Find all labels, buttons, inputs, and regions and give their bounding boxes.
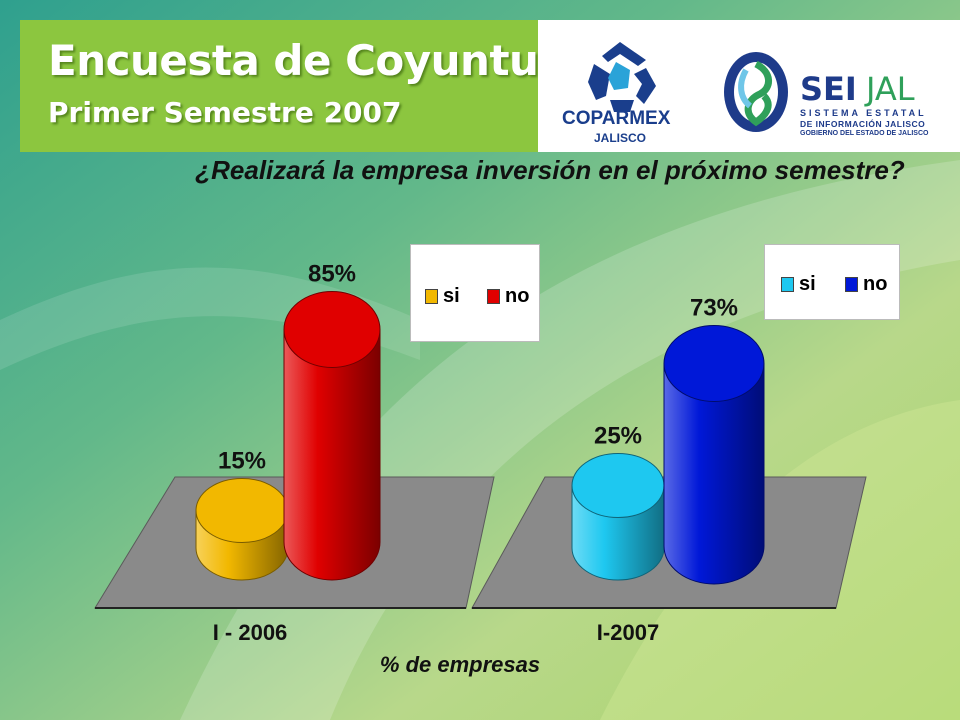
- data-label-si: 15%: [218, 448, 266, 475]
- seijal-name-b: JAL: [866, 70, 915, 108]
- legend-2006: si no: [410, 244, 540, 342]
- header-banner: [20, 20, 538, 152]
- bar-si: [195, 478, 289, 581]
- legend-2007: si no: [764, 244, 900, 320]
- legend-label-si: si: [799, 273, 816, 295]
- seijal-line3: GOBIERNO DEL ESTADO DE JALISCO: [800, 130, 929, 137]
- coparmex-name: COPARMEX: [562, 108, 671, 129]
- bar-no: [663, 325, 765, 585]
- legend-item-no: no: [845, 273, 887, 296]
- legend-swatch-no: [487, 289, 500, 304]
- x-axis-label: % de empresas: [379, 652, 541, 677]
- coparmex-sub: JALISCO: [594, 131, 647, 145]
- data-label-no: 73%: [690, 295, 738, 322]
- legend-swatch-si: [425, 289, 438, 304]
- seijal-logo-icon: [724, 52, 788, 132]
- seijal-name-a: SEI: [800, 70, 857, 108]
- legend-swatch-no: [845, 277, 858, 292]
- page-subtitle: Primer Semestre 2007: [48, 96, 402, 129]
- data-label-si: 25%: [594, 423, 642, 450]
- legend-item-no: no: [487, 285, 529, 308]
- legend-label-no: no: [505, 285, 530, 307]
- seijal-line2: DE INFORMACIÓN JALISCO: [800, 119, 926, 129]
- bar-si: [571, 453, 665, 581]
- category-label: I-2007: [597, 620, 659, 645]
- legend-label-no: no: [863, 273, 888, 295]
- logos-panel: COPARMEX JALISCO SEI JAL SISTEMA ESTATAL…: [538, 20, 960, 152]
- bar-no: [283, 291, 381, 581]
- legend-swatch-si: [781, 277, 794, 292]
- seijal-line1: SISTEMA ESTATAL: [800, 108, 927, 118]
- coparmex-logo-icon: [588, 42, 656, 112]
- data-label-no: 85%: [308, 261, 356, 288]
- legend-label-si: si: [443, 285, 460, 307]
- legend-item-si: si: [425, 285, 460, 308]
- category-label: I - 2006: [213, 620, 288, 645]
- legend-item-si: si: [781, 273, 816, 296]
- chart-question: ¿Realizará la empresa inversión en el pr…: [195, 155, 905, 185]
- page-title: Encuesta de Coyuntura: [48, 36, 587, 85]
